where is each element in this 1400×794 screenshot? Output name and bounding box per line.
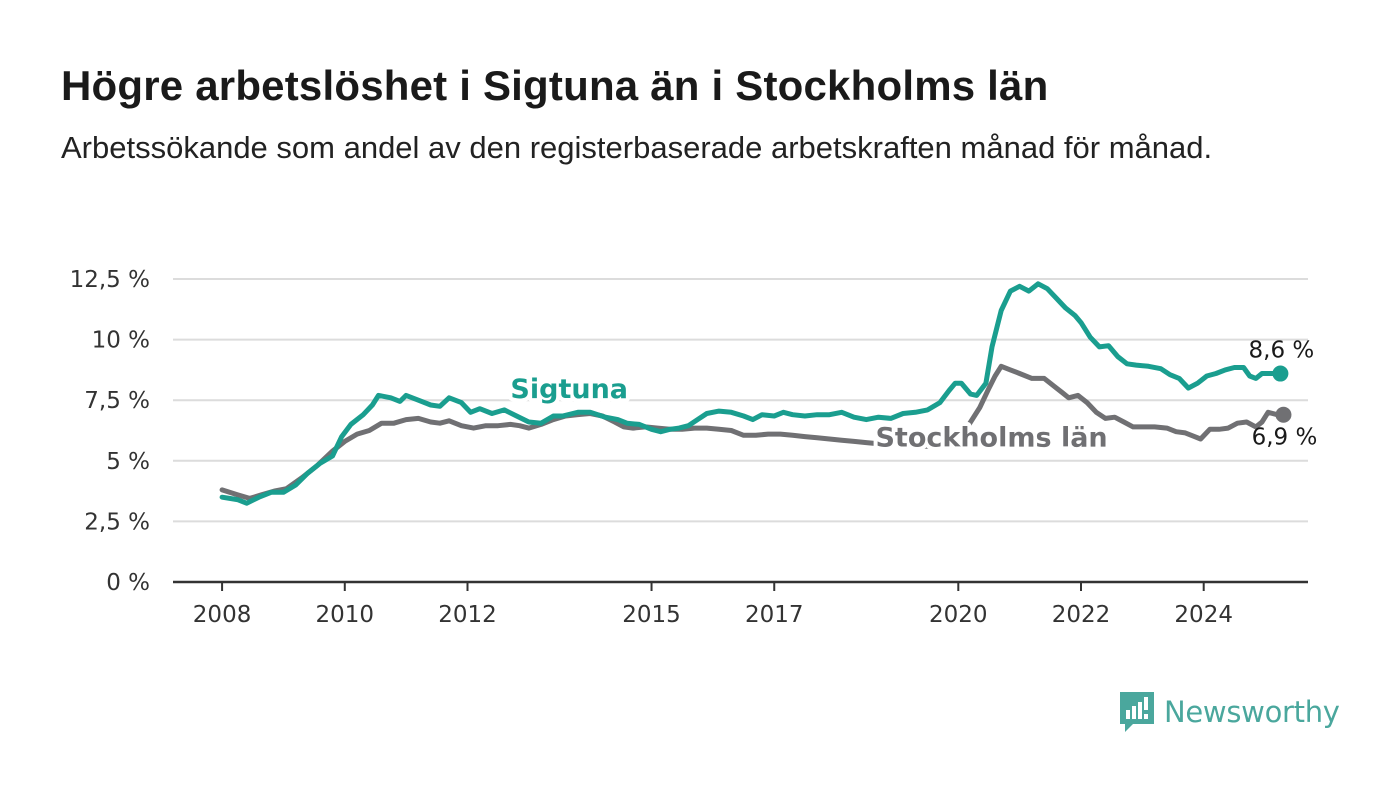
x-tick-label: 2010 — [316, 602, 375, 628]
y-tick-label: 7,5 % — [84, 388, 150, 414]
series-end-value-1: 6,9 % — [1252, 425, 1318, 451]
brand-logo: Newsworthy — [1118, 690, 1340, 734]
logo-bar-3 — [1138, 702, 1142, 719]
series-end-marker-0 — [1272, 365, 1289, 382]
brand-name: Newsworthy — [1164, 695, 1340, 729]
series-labels: Sigtuna Stockholms län 8,6 % 6,9 % — [506, 338, 1318, 458]
logo-bar-1 — [1126, 710, 1130, 719]
x-tick-label: 2015 — [622, 602, 681, 628]
bar-chart-speech-bubble-icon — [1120, 692, 1154, 732]
series-lines — [219, 281, 1292, 506]
x-tick-label: 2022 — [1052, 602, 1111, 628]
logo-bar-4 — [1144, 697, 1148, 710]
series-line-0 — [219, 281, 1283, 506]
x-tick-label: 2012 — [438, 602, 497, 628]
y-tick-label: 5 % — [106, 449, 150, 475]
x-tick-label: 2020 — [929, 602, 988, 628]
gridlines — [173, 278, 1308, 584]
y-tick-label: 12,5 % — [70, 267, 150, 293]
chart-subtitle: Arbetssökande som andel av den registerb… — [61, 130, 1213, 165]
y-tick-label: 10 % — [92, 328, 150, 354]
x-tick-label: 2024 — [1174, 602, 1233, 628]
logo-bar-2 — [1132, 706, 1136, 719]
x-tick-label: 2017 — [745, 602, 804, 628]
series-name-label-0: Sigtuna — [510, 374, 628, 405]
series-end-value-0: 8,6 % — [1249, 338, 1315, 364]
series-line-1 — [219, 363, 1286, 501]
x-axis-tick-labels: 2008 2010 2012 2015 2017 2020 2022 2024 — [193, 582, 1233, 628]
logo-dot — [1144, 714, 1148, 719]
chart-title: Högre arbetslöshet i Sigtuna än i Stockh… — [61, 62, 1049, 109]
y-axis-tick-labels: 0 % 2,5 % 5 % 7,5 % 10 % 12,5 % — [70, 267, 150, 596]
logo-bubble — [1120, 692, 1154, 732]
x-tick-label: 2008 — [193, 602, 252, 628]
y-tick-label: 0 % — [106, 570, 150, 596]
series-end-marker-1 — [1275, 406, 1292, 423]
y-tick-label: 2,5 % — [84, 509, 150, 535]
series-name-label-1: Stockholms län — [875, 422, 1107, 453]
